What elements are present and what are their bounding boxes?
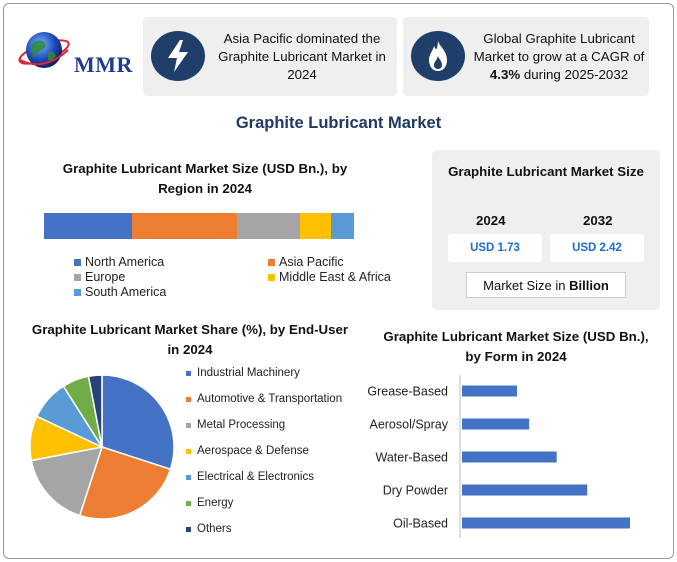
pie-legend-label: Others xyxy=(197,523,232,535)
region-segment-asia-pacific xyxy=(132,213,237,239)
pie-legend-item: Industrial Machinery xyxy=(186,367,300,379)
lightning-bolt-icon xyxy=(151,31,205,81)
info-card-cagr: Global Graphite Lubricant Market to grow… xyxy=(403,17,649,96)
legend-south-america: South America xyxy=(74,285,166,299)
pie-legend-item: Energy xyxy=(186,497,233,509)
pie-legend-label: Electrical & Electronics xyxy=(197,471,314,483)
legend-label: South America xyxy=(85,285,167,299)
cagr-text-before: Global Graphite Lubricant Market to grow… xyxy=(473,30,645,64)
value-2024: USD 1.73 xyxy=(448,234,542,262)
mmr-logo: MMR xyxy=(14,22,134,80)
form-bar-water-based xyxy=(462,451,557,463)
pie-legend-item: Others xyxy=(186,523,232,535)
market-size-unit: Market Size in Billion xyxy=(466,272,626,298)
pie-legend-item: Automotive & Transportation xyxy=(186,393,342,405)
legend-label: North America xyxy=(85,255,165,269)
end-user-pie-chart xyxy=(29,374,175,520)
globe-icon xyxy=(18,32,70,68)
form-bar-grease-based xyxy=(462,385,517,397)
pie-legend-label: Energy xyxy=(197,497,234,509)
legend-swatch xyxy=(268,258,275,266)
info-card-cagr-text: Global Graphite Lubricant Market to grow… xyxy=(471,17,647,96)
logo-text: MMR xyxy=(74,52,133,77)
legend-swatch xyxy=(74,258,81,266)
form-category-label: Oil-Based xyxy=(393,517,448,531)
unit-prefix: Market Size in xyxy=(483,277,566,293)
cagr-value: 4.3% xyxy=(489,66,521,82)
form-bar-aerosol-spray xyxy=(462,418,530,430)
legend-swatch xyxy=(74,288,81,296)
pie-legend-label: Industrial Machinery xyxy=(197,367,300,379)
legend-swatch xyxy=(186,526,191,532)
form-chart-title: Graphite Lubricant Market Size (USD Bn.)… xyxy=(383,329,649,364)
region-segment-south-america xyxy=(330,213,354,239)
legend-asia-pacific: Asia Pacific xyxy=(268,255,344,269)
legend-label: Middle East & Africa xyxy=(279,270,391,284)
unit-bold: Billion xyxy=(569,277,609,293)
pie-legend-label: Aerospace & Defense xyxy=(197,445,309,457)
form-bar-chart: Grease-Based Aerosol/Spray Water-Based Dry … xyxy=(367,375,630,538)
legend-swatch xyxy=(186,396,191,402)
pie-legend-item: Metal Processing xyxy=(186,419,285,431)
flame-icon xyxy=(411,31,465,81)
legend-north-america: North America xyxy=(74,255,164,269)
info-card-dominance: Asia Pacific dominated the Graphite Lubr… xyxy=(143,17,397,96)
market-size-panel: Graphite Lubricant Market Size 2024 2032… xyxy=(432,150,660,310)
region-segment-middle-east-africa xyxy=(299,213,331,239)
pie-slice-industrial-machinery xyxy=(101,374,175,471)
year-2032-label: 2032 xyxy=(583,213,613,228)
pie-legend-item: Aerospace & Defense xyxy=(186,445,309,457)
region-segment-europe xyxy=(236,213,300,239)
legend-swatch xyxy=(186,474,191,480)
value-2032: USD 2.42 xyxy=(550,234,644,262)
form-category-label: Water-Based xyxy=(376,451,449,465)
main-title: Graphite Lubricant Market xyxy=(235,114,442,132)
form-category-label: Grease-Based xyxy=(367,385,448,399)
legend-swatch xyxy=(268,273,275,281)
region-segment-north-america xyxy=(44,213,133,239)
pie-slice-metal-processing xyxy=(30,446,104,517)
legend-europe: Europe xyxy=(74,270,125,284)
form-bar-dry-powder xyxy=(462,484,588,496)
pie-legend-label: Metal Processing xyxy=(197,419,286,431)
pie-legend-label: Automotive & Transportation xyxy=(197,393,343,405)
legend-middle-east-africa: Middle East & Africa xyxy=(268,270,391,284)
legend-swatch xyxy=(186,448,191,454)
pie-legend-item: Electrical & Electronics xyxy=(186,471,314,483)
form-category-label: Aerosol/Spray xyxy=(369,418,448,432)
info-card-dominance-text: Asia Pacific dominated the Graphite Lubr… xyxy=(218,30,386,82)
pie-slice-others xyxy=(87,374,103,448)
market-size-panel-title: Graphite Lubricant Market Size xyxy=(448,164,644,179)
form-category-label: Dry Powder xyxy=(383,484,448,498)
legend-label: Asia Pacific xyxy=(279,255,344,269)
legend-swatch xyxy=(186,500,191,506)
legend-swatch xyxy=(74,273,81,281)
form-bar-oil-based xyxy=(462,517,630,529)
region-stacked-bar xyxy=(44,213,354,239)
cagr-text-after: during 2025-2032 xyxy=(520,66,629,82)
legend-swatch xyxy=(186,370,191,376)
region-chart-title: Graphite Lubricant Market Size (USD Bn.)… xyxy=(62,161,348,196)
legend-label: Europe xyxy=(85,270,126,284)
year-2024-label: 2024 xyxy=(476,213,506,228)
end-user-chart-title: Graphite Lubricant Market Share (%), by … xyxy=(31,322,349,357)
pie-slice-automotive-transportation xyxy=(78,446,172,520)
legend-swatch xyxy=(186,422,191,428)
